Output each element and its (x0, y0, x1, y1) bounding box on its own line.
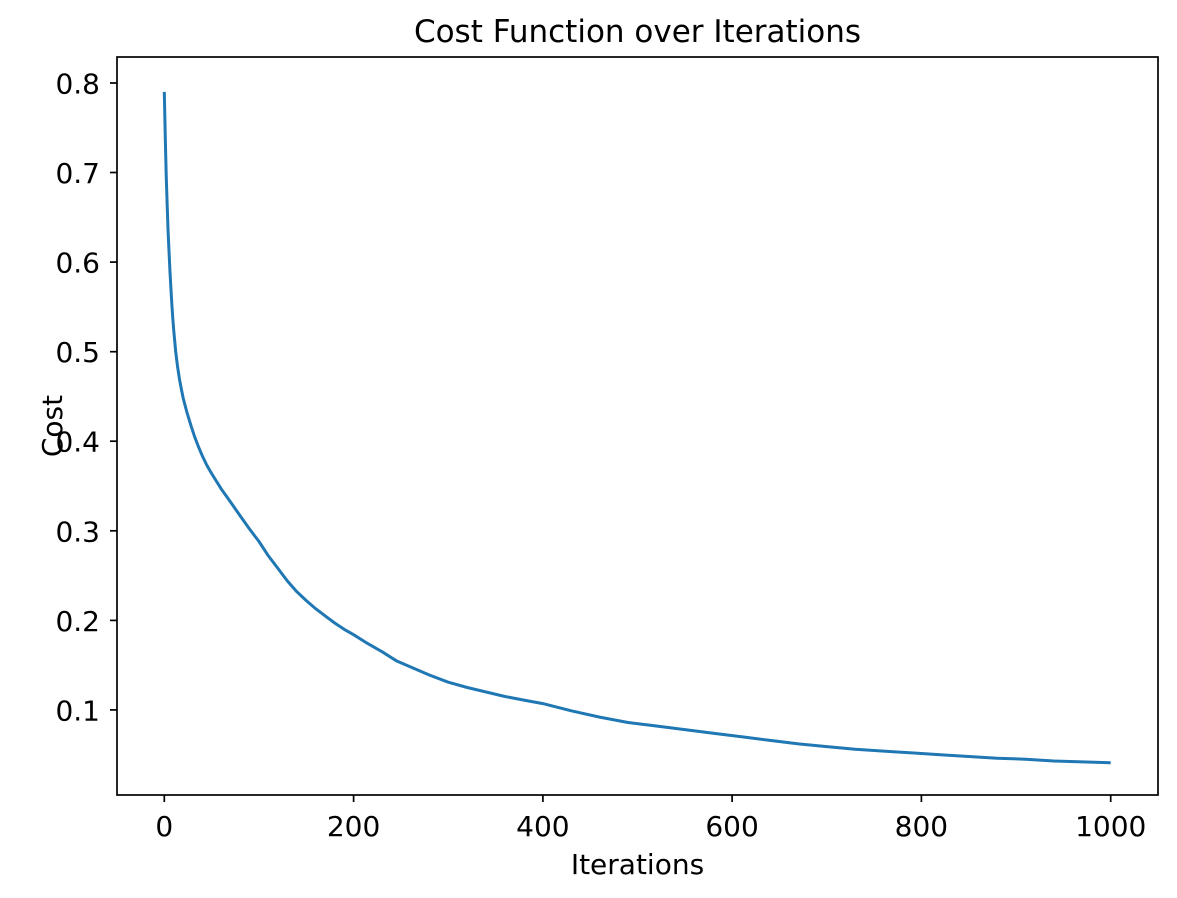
y-tick-label: 0.3 (55, 515, 100, 548)
cost-curve-line (162, 91, 1111, 765)
x-tick-label: 400 (516, 810, 569, 843)
y-tick-label: 0.6 (55, 247, 100, 280)
axes-spines (116, 56, 1159, 796)
x-tick-label: 0 (155, 810, 173, 843)
y-tick-label: 0.7 (55, 157, 100, 190)
y-axis-label: Cost (36, 395, 69, 457)
x-tick-label: 600 (705, 810, 758, 843)
y-tick-label: 0.8 (55, 68, 100, 101)
x-axis-label: Iterations (571, 848, 704, 881)
chart-title: Cost Function over Iterations (414, 14, 861, 50)
x-tick-label: 200 (327, 810, 380, 843)
y-tick-label: 0.5 (55, 336, 100, 369)
y-tick-label: 0.2 (55, 605, 100, 638)
y-tick-label: 0.1 (55, 694, 100, 727)
x-tick-label: 1000 (1075, 810, 1146, 843)
x-tick-label: 800 (895, 810, 948, 843)
y-tick-label: 0.4 (55, 426, 100, 459)
